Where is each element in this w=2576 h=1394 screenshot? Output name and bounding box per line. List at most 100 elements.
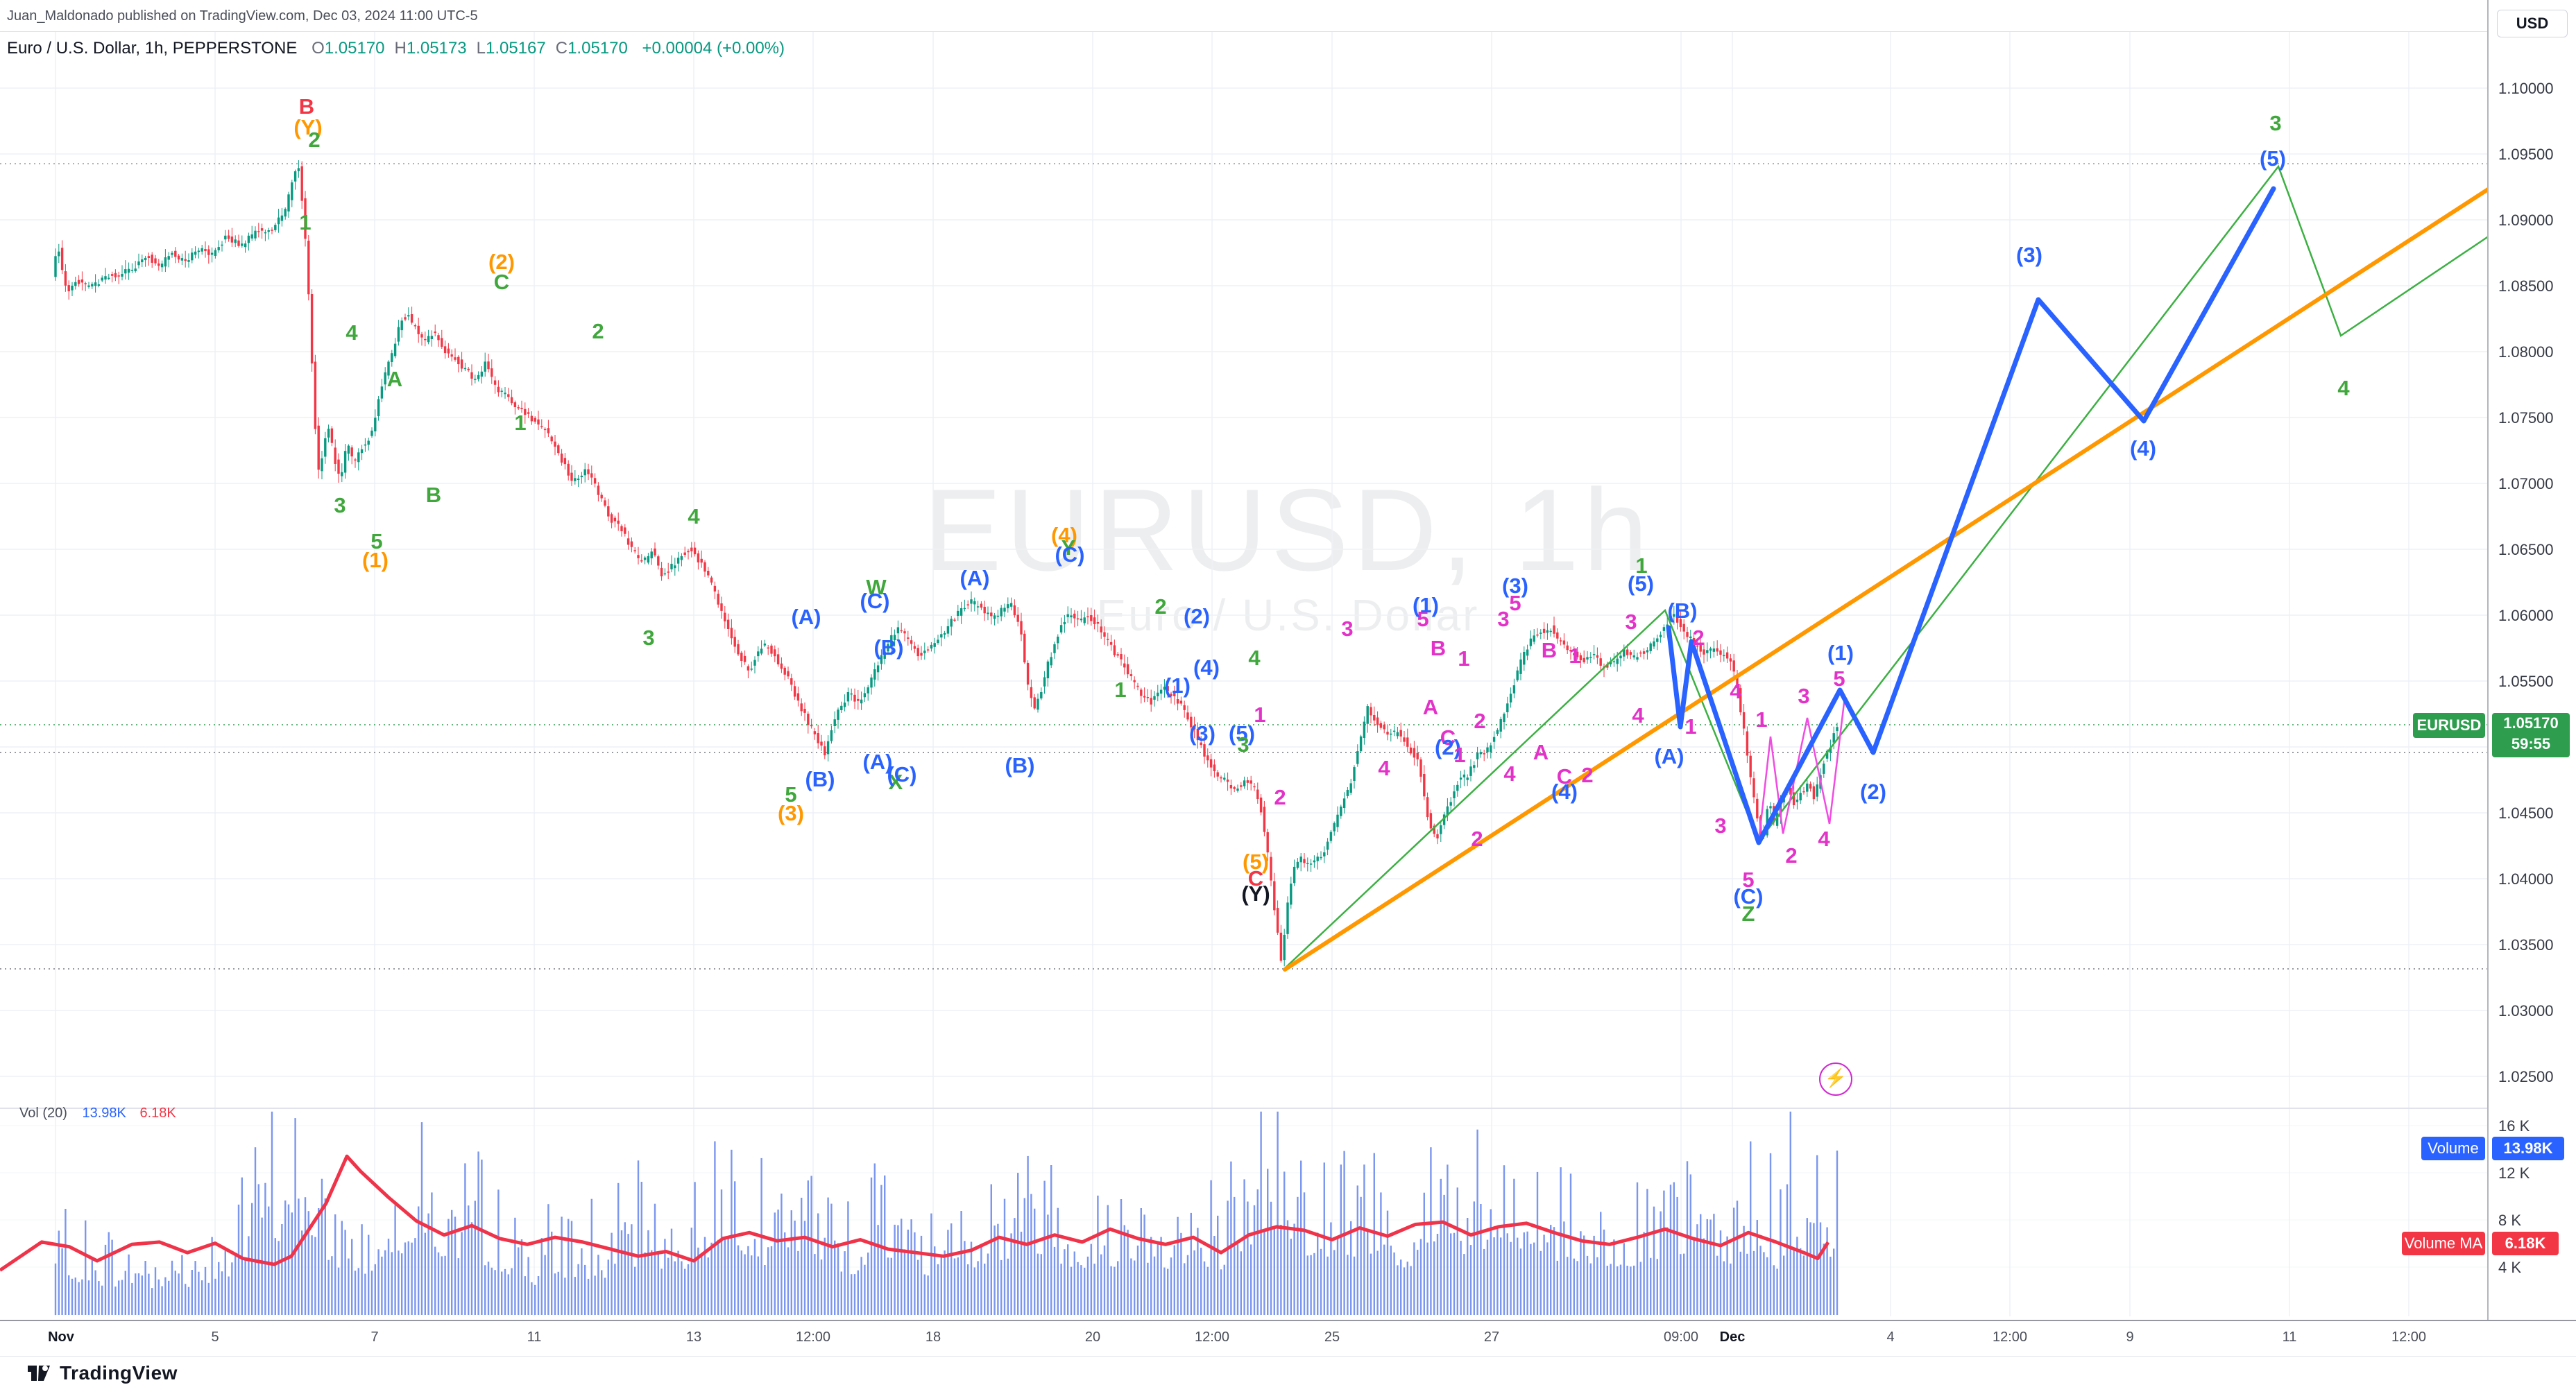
wave-label[interactable]: 5 — [785, 782, 797, 807]
wave-label[interactable]: X — [888, 770, 903, 794]
wave-label[interactable]: A — [386, 367, 403, 391]
wave-label[interactable]: (C) — [887, 762, 917, 786]
volume-legend-label[interactable]: Vol (20) — [19, 1105, 67, 1121]
wave-label[interactable]: 1 — [1254, 703, 1266, 727]
wave-label[interactable]: 4 — [1818, 827, 1830, 851]
wave-label[interactable]: 5 — [1742, 868, 1755, 892]
symbol-header[interactable]: Euro / U.S. Dollar, 1h, PEPPERSTONE O1.0… — [7, 39, 785, 58]
wave-label[interactable]: C — [1247, 866, 1264, 890]
wave-label[interactable]: W — [866, 575, 887, 599]
wave-label[interactable]: 3 — [1714, 814, 1727, 838]
wave-label[interactable]: 4 — [688, 504, 700, 528]
last-price-symbol-flag[interactable]: EURUSD — [2413, 713, 2485, 738]
orange-trendline[interactable] — [1283, 181, 2500, 972]
wave-label[interactable]: 4 — [346, 320, 358, 345]
wave-label[interactable]: 5 — [1833, 666, 1845, 691]
wave-label[interactable]: 4 — [1378, 756, 1390, 780]
wave-label[interactable]: (1) — [1827, 641, 1854, 665]
wave-label[interactable]: C — [1440, 725, 1456, 750]
wave-label[interactable]: 3 — [1497, 607, 1510, 631]
wave-label[interactable]: Z — [1741, 902, 1755, 926]
wave-label[interactable]: (2) — [488, 250, 515, 274]
wave-label[interactable]: 4 — [1503, 761, 1516, 786]
wave-label[interactable]: B — [298, 94, 315, 119]
wave-label[interactable]: 2 — [1692, 626, 1705, 650]
wave-label[interactable]: C — [1556, 764, 1573, 789]
wave-label[interactable]: 3 — [1237, 732, 1249, 757]
wave-label[interactable]: 2 — [592, 319, 604, 343]
wave-label[interactable]: 3 — [334, 493, 346, 517]
green-trendline[interactable] — [1284, 164, 2498, 969]
wave-label[interactable]: 1 — [299, 210, 312, 234]
wave-label[interactable]: (2) — [1860, 780, 1886, 804]
wave-label[interactable]: 3 — [642, 626, 655, 650]
wave-label[interactable]: (C) — [860, 589, 890, 613]
volume-legend[interactable]: Vol (20) 13.98K 6.18K — [19, 1105, 176, 1121]
wave-label[interactable]: (A) — [959, 566, 990, 590]
wave-label[interactable]: (5) — [1243, 850, 1269, 874]
currency-badge[interactable]: USD — [2497, 10, 2568, 37]
wave-label[interactable]: 3 — [2269, 111, 2282, 135]
volume-series-flag[interactable]: Volume — [2421, 1137, 2485, 1160]
wave-label[interactable]: (1) — [362, 548, 389, 572]
wave-label[interactable]: 1 — [1458, 646, 1470, 671]
wave-label[interactable]: 2 — [1274, 785, 1286, 809]
wave-label[interactable]: A — [1422, 695, 1439, 719]
wave-label[interactable]: (2) — [1435, 735, 1461, 759]
wave-label[interactable]: 1 — [1684, 714, 1697, 739]
wave-label[interactable]: 4 — [1632, 703, 1644, 728]
wave-label[interactable]: (B) — [873, 635, 904, 660]
wave-label[interactable]: (3) — [1189, 721, 1216, 746]
last-price-label[interactable]: 1.05170 59:55 — [2492, 713, 2570, 757]
wave-label[interactable]: (1) — [1164, 673, 1191, 698]
blue-projection-line[interactable] — [1666, 186, 2276, 845]
symbol-title[interactable]: Euro / U.S. Dollar, 1h, PEPPERSTONE — [7, 39, 298, 58]
wave-label[interactable]: A — [1533, 740, 1549, 764]
wave-label[interactable]: 1 — [1755, 707, 1768, 732]
time-axis[interactable]: Nov 5 7 11 13 12:00 18 20 12:00 25 27 09:00 Dec 4 12:0… — [0, 1320, 2576, 1357]
wave-label[interactable]: (B) — [1667, 599, 1698, 623]
wave-label[interactable]: (3) — [1502, 574, 1528, 598]
wave-label[interactable]: 3 — [1625, 610, 1637, 634]
wave-label[interactable]: 4 — [2337, 376, 2350, 400]
wave-label[interactable]: (A) — [1654, 744, 1684, 768]
wave-label[interactable]: 1 — [1569, 644, 1581, 668]
wave-label[interactable]: 5 — [1417, 607, 1429, 631]
wave-label[interactable]: (C) — [1733, 884, 1764, 909]
wave-label[interactable]: 1 — [1635, 553, 1648, 578]
wave-label[interactable]: (5) — [2260, 146, 2286, 171]
wave-label[interactable]: 2 — [1785, 843, 1798, 868]
wave-label[interactable]: (4) — [1193, 655, 1220, 680]
wave-label[interactable]: (C) — [1055, 542, 1085, 567]
wave-label[interactable]: 1 — [514, 411, 527, 435]
wave-label[interactable]: 1 — [1114, 678, 1127, 702]
wave-label[interactable]: (2) — [1184, 604, 1210, 628]
wave-label[interactable]: (4) — [2130, 436, 2156, 461]
price-axis[interactable]: USD 1.10000 1.09500 1.09000 1.08500 1.08000 1… — [2487, 0, 2576, 1354]
wave-label[interactable]: 4 — [1730, 679, 1742, 703]
volume-ma-flag[interactable]: Volume MA — [2402, 1232, 2485, 1255]
lightning-icon[interactable]: ⚡ — [1819, 1062, 1852, 1096]
tradingview-logo[interactable]: TradingView — [26, 1361, 178, 1386]
wave-label[interactable]: B — [1430, 636, 1447, 660]
wave-label[interactable]: (Y) — [293, 115, 323, 139]
wave-label[interactable]: 2 — [1581, 763, 1594, 787]
wave-label[interactable]: (A) — [862, 750, 893, 774]
wave-label[interactable]: 1 — [1453, 743, 1466, 767]
wave-label[interactable]: 2 — [308, 128, 321, 152]
wave-label[interactable]: (1) — [1413, 593, 1439, 617]
wave-label[interactable]: C — [493, 270, 510, 294]
wave-label[interactable]: (4) — [1551, 780, 1578, 804]
wave-label[interactable]: (Y) — [1241, 881, 1270, 906]
wave-label[interactable]: (4) — [1051, 523, 1077, 547]
wave-label[interactable]: 2 — [1471, 827, 1483, 851]
wave-label[interactable]: B — [425, 483, 442, 507]
wave-label[interactable]: Y — [1061, 535, 1076, 560]
wave-label[interactable]: (A) — [791, 605, 821, 629]
wave-label[interactable]: 2 — [1154, 594, 1167, 619]
wave-label[interactable]: 2 — [1474, 709, 1486, 733]
wave-label[interactable]: (3) — [2016, 243, 2042, 267]
wave-label[interactable]: (5) — [1628, 571, 1654, 596]
wave-label[interactable]: B — [1541, 638, 1558, 662]
wave-label[interactable]: (5) — [1229, 721, 1255, 746]
